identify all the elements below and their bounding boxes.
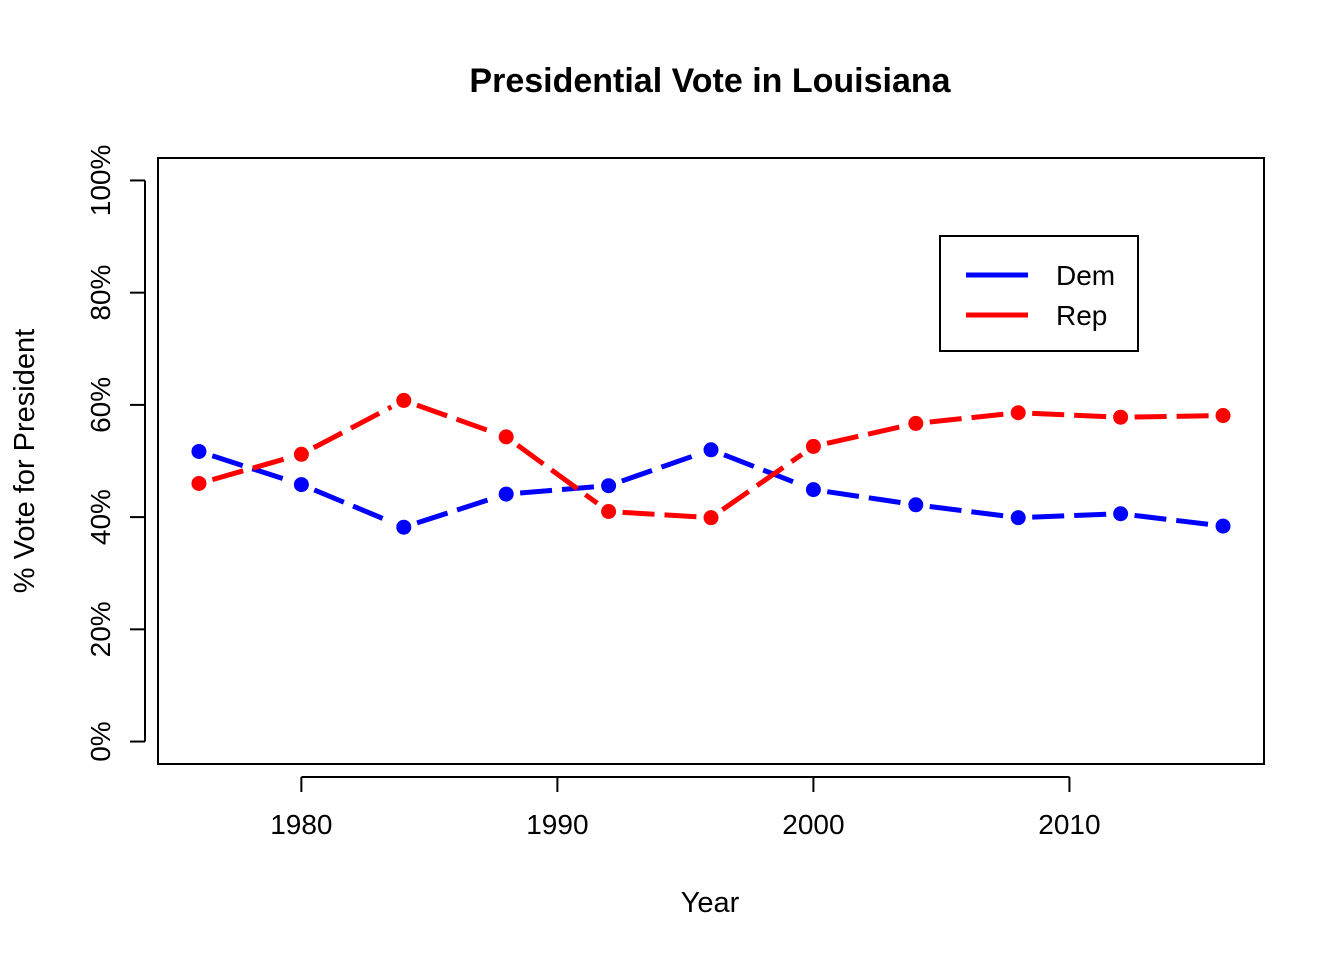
y-axis: 0% 20% 40% 60% 80% 100% [85, 145, 146, 762]
legend-label-rep: Rep [1056, 300, 1107, 331]
series-dem [191, 442, 1231, 535]
y-tick-label: 80% [85, 265, 116, 321]
data-point [703, 510, 719, 526]
data-point [293, 446, 309, 462]
series-segment [516, 443, 599, 506]
data-point [601, 478, 617, 494]
data-point [1010, 510, 1026, 526]
x-tick-label: 2000 [782, 809, 844, 840]
data-point [805, 438, 821, 454]
series-segment [622, 509, 698, 520]
data-point [498, 486, 514, 502]
series-segment [1032, 511, 1107, 520]
x-tick-label: 2010 [1038, 809, 1100, 840]
y-tick-label: 20% [85, 601, 116, 657]
data-point [498, 429, 514, 445]
series-segment [1134, 512, 1210, 527]
series-segment [929, 504, 1005, 519]
data-point [1113, 506, 1129, 522]
data-point [805, 482, 821, 498]
x-tick-label: 1990 [526, 809, 588, 840]
legend-box [939, 235, 1139, 352]
y-axis-label: % Vote for President [9, 329, 41, 593]
y-tick-label: 40% [85, 489, 116, 545]
series-segment [416, 402, 494, 435]
series-segment [826, 489, 903, 506]
series-segment [211, 455, 289, 483]
series-segment [723, 452, 802, 487]
series-segment [721, 452, 804, 512]
series-segment [1134, 413, 1210, 420]
series-segment [211, 453, 289, 483]
series-rep [191, 392, 1231, 526]
chart-title: Presidential Vote in Louisiana [469, 62, 951, 100]
series-segment [313, 487, 392, 525]
data-point [1010, 405, 1026, 421]
plot-area-border [157, 157, 1265, 765]
series-segment [312, 404, 393, 450]
data-point [601, 504, 617, 519]
x-axis-label: Year [681, 887, 740, 919]
x-tick-label: 1980 [270, 809, 332, 840]
y-tick-label: 60% [85, 377, 116, 433]
series-segment [1032, 410, 1107, 420]
series-segment [416, 496, 494, 526]
y-tick-label: 0% [85, 721, 116, 761]
data-point [1215, 518, 1231, 534]
legend-label-dem: Dem [1056, 260, 1115, 291]
data-point [396, 519, 412, 535]
series-segment [620, 452, 699, 484]
x-axis: 1980 1990 2000 2010 [270, 776, 1101, 840]
y-tick-label: 100% [85, 145, 116, 217]
series-layer [191, 392, 1231, 535]
series-segment [826, 424, 903, 446]
data-point [703, 442, 719, 458]
legend: Dem Rep [939, 235, 1139, 352]
data-point [191, 475, 207, 491]
data-point [1113, 409, 1129, 425]
series-segment [519, 484, 595, 496]
data-point [908, 497, 924, 513]
data-point [191, 443, 207, 459]
data-point [1215, 408, 1231, 424]
data-point [908, 415, 924, 431]
data-point [293, 477, 309, 493]
series-segment [929, 411, 1005, 425]
data-point [396, 392, 412, 408]
